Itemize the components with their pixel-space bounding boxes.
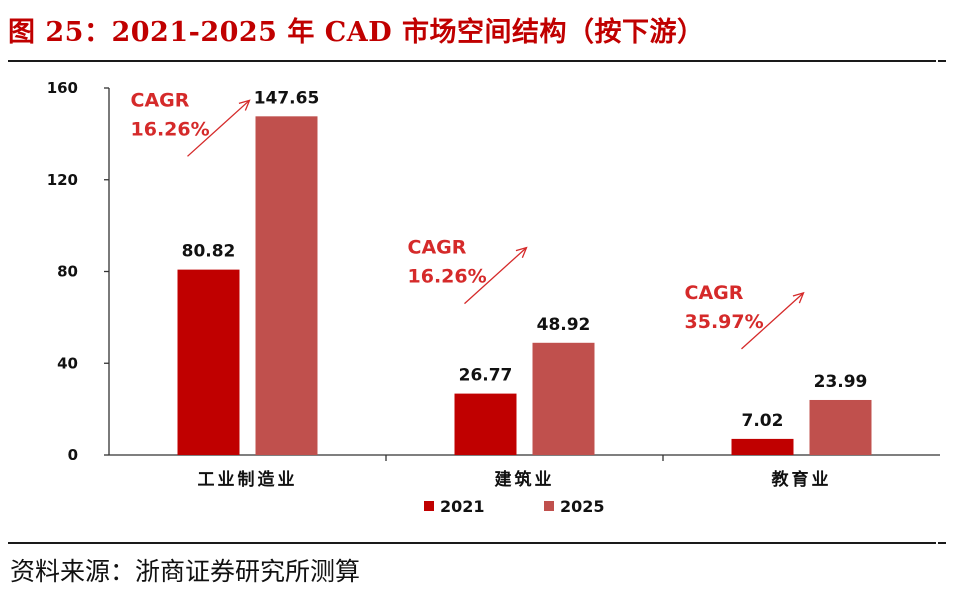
bar-2021: [177, 269, 240, 455]
cagr-arrow-head: [792, 291, 805, 304]
cagr-label: CAGR: [408, 237, 467, 259]
category-label: 建筑业: [495, 469, 555, 490]
chart-bars: [177, 116, 872, 455]
cagr-arrow-head: [238, 99, 251, 111]
data-label: 7.02: [742, 411, 784, 431]
top-rule: [8, 60, 936, 62]
bottom-rule-tick: [938, 542, 946, 544]
y-tick-label: 40: [57, 354, 78, 372]
bar-2025: [809, 399, 872, 455]
category-label: 教育业: [771, 469, 832, 490]
bar-2021: [731, 438, 794, 455]
legend-swatch-2025: [544, 501, 554, 511]
cagr-label: CAGR: [131, 89, 190, 111]
y-tick-label: 80: [57, 263, 78, 281]
bar-2025: [255, 116, 318, 455]
top-rule-tick: [938, 60, 946, 62]
chart-legend: 2021 2025: [424, 497, 605, 516]
legend-label-2021: 2021: [440, 497, 485, 516]
source-note: 资料来源：浙商证券研究所测算: [10, 557, 361, 586]
data-label: 26.77: [459, 366, 513, 386]
cagr-value: 35.97%: [685, 311, 764, 333]
y-tick-label: 0: [68, 446, 78, 464]
bottom-rule: [8, 542, 936, 544]
y-tick-label: 160: [47, 79, 78, 97]
cagr-value: 16.26%: [408, 266, 487, 288]
chart-annotations: CAGR 16.26% CAGR 16.26% CAGR 35.97%: [131, 89, 805, 350]
bar-chart: 0 40 80 120 160 工业制造业 80.82 147.65 建筑业 26.77 48.9…: [47, 79, 940, 516]
cagr-arrow-head: [515, 246, 528, 259]
chart-labels: 工业制造业 80.82 147.65 建筑业 26.77 48.92 教育业 7.02 23.9…: [182, 88, 868, 490]
cagr-value: 16.26%: [131, 118, 210, 140]
chart-axes: 0 40 80 120 160: [47, 79, 940, 464]
bar-2021: [454, 393, 517, 455]
cagr-arrow-line: [187, 99, 250, 157]
cagr-label: CAGR: [685, 282, 744, 304]
bar-2025: [532, 342, 595, 455]
y-tick-label: 120: [47, 171, 78, 189]
cagr-arrow-line: [464, 247, 527, 305]
data-label: 80.82: [182, 242, 236, 262]
data-label: 23.99: [814, 372, 868, 392]
legend-swatch-2021: [424, 501, 434, 511]
cagr-arrow-line: [741, 292, 804, 350]
data-label: 147.65: [254, 88, 320, 108]
figure-title: 图 25：2021-2025 年 CAD 市场空间结构（按下游）: [8, 17, 705, 48]
category-label: 工业制造业: [198, 469, 298, 490]
legend-label-2025: 2025: [560, 497, 605, 516]
data-label: 48.92: [537, 315, 591, 335]
